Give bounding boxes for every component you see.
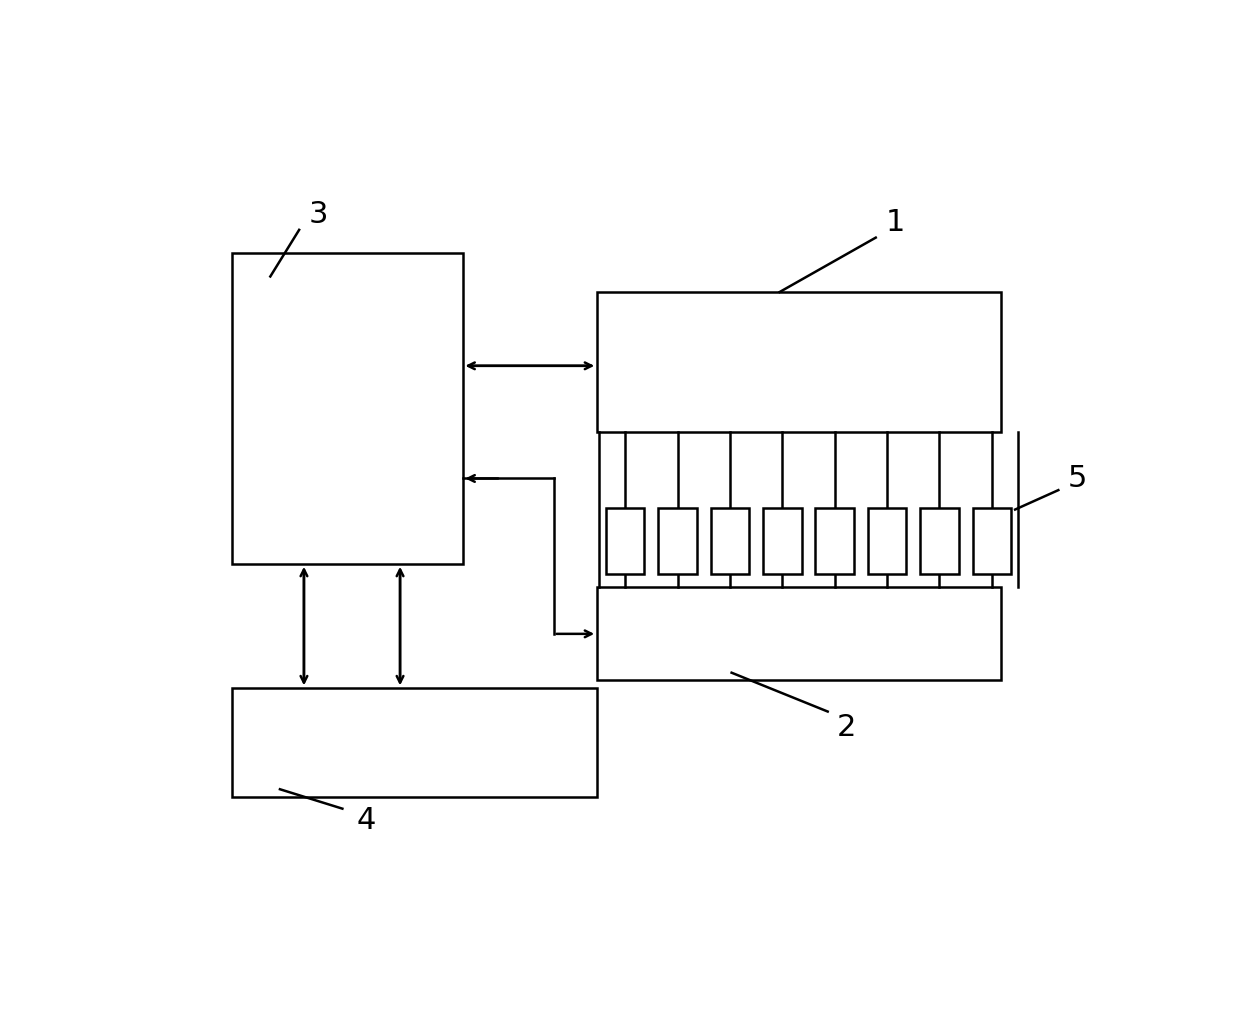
Text: 4: 4: [357, 806, 376, 834]
Bar: [763, 508, 801, 574]
Bar: [658, 508, 697, 574]
Bar: [816, 508, 854, 574]
Bar: [596, 292, 1001, 432]
Bar: [232, 253, 463, 564]
Bar: [868, 508, 906, 574]
Bar: [596, 587, 1001, 680]
Bar: [232, 688, 596, 797]
Text: 5: 5: [1068, 464, 1087, 493]
Text: 1: 1: [885, 208, 905, 236]
Bar: [711, 508, 749, 574]
Bar: [920, 508, 959, 574]
Text: 3: 3: [309, 200, 329, 229]
Bar: [606, 508, 645, 574]
Bar: [972, 508, 1011, 574]
Text: 2: 2: [837, 712, 857, 742]
